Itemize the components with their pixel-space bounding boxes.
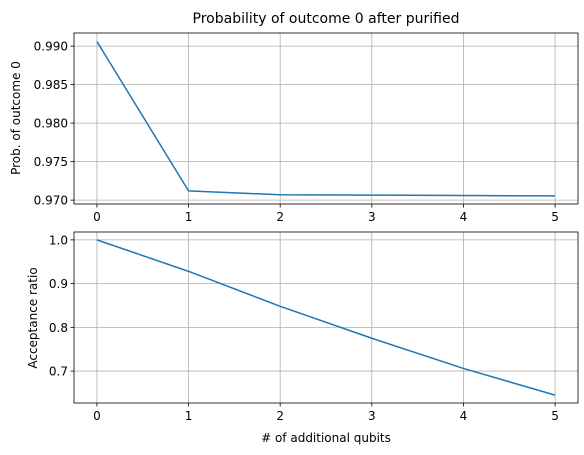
top-plot-x-ticks: 0 1 2 3 4 5 [93,204,559,224]
bottom-plot-x-ticks: 0 1 2 3 4 5 [93,403,559,423]
top-plot-title: Probability of outcome 0 after purified [193,11,460,27]
bottom-plot-series-line [96,239,556,396]
top-plot-y-axis-label: Prob. of outcome 0 [9,61,23,175]
bottom-plot-x-tick-label: 1 [185,409,193,423]
bottom-plot-y-axis-label: Acceptance ratio [26,267,40,368]
top-plot-y-tick-label: 0.970 [34,194,68,208]
top-plot-frame [73,32,579,205]
bottom-plot-y-tick-label: 0.9 [49,277,68,291]
top-plot-series-line [96,41,556,197]
top-plot-y-tick-label: 0.975 [34,155,68,169]
top-plot-y-tick-label: 0.980 [34,117,68,131]
bottom-plot: 0 1 2 3 4 5 0.7 0.8 0.9 1.0 Acceptance ratio # o… [26,231,579,445]
bottom-plot-y-tick-label: 1.0 [49,233,68,247]
top-plot: Probability of outcome 0 after purified … [9,11,579,224]
bottom-plot-x-axis-label: # of additional qubits [261,431,391,445]
top-plot-grid [74,33,578,204]
bottom-plot-x-tick-label: 5 [551,409,559,423]
bottom-plot-y-ticks: 0.7 0.8 0.9 1.0 [49,233,74,379]
bottom-plot-x-tick-label: 2 [276,409,284,423]
top-plot-x-tick-label: 4 [460,210,468,224]
top-plot-y-tick-label: 0.985 [34,78,68,92]
top-plot-x-tick-label: 5 [551,210,559,224]
top-plot-y-ticks: 0.970 0.975 0.980 0.985 0.990 [34,40,74,208]
top-plot-y-tick-label: 0.990 [34,40,68,54]
bottom-plot-frame [73,231,579,404]
top-plot-x-tick-label: 0 [93,210,101,224]
top-plot-x-tick-label: 1 [185,210,193,224]
bottom-plot-y-tick-label: 0.7 [49,365,68,379]
bottom-plot-grid [74,232,578,403]
top-plot-x-tick-label: 3 [368,210,376,224]
top-plot-x-tick-label: 2 [276,210,284,224]
bottom-plot-x-tick-label: 4 [460,409,468,423]
bottom-plot-x-tick-label: 3 [368,409,376,423]
bottom-plot-y-tick-label: 0.8 [49,321,68,335]
bottom-plot-x-tick-label: 0 [93,409,101,423]
